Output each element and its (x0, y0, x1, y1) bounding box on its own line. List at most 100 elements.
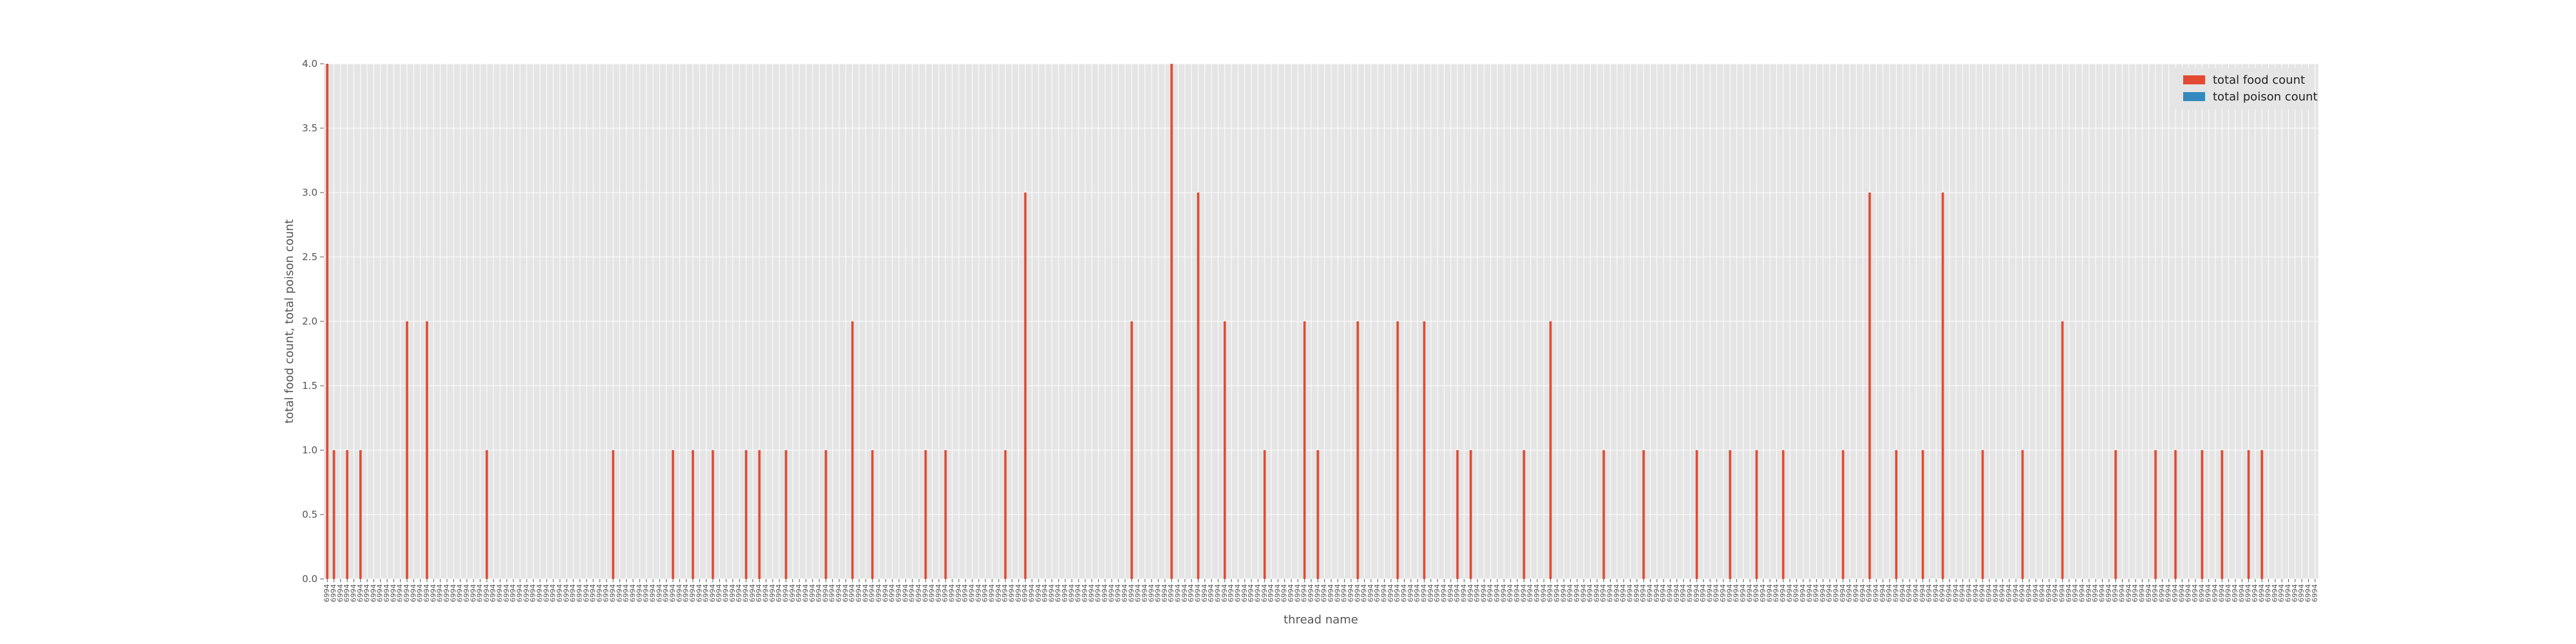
bar-food (871, 450, 874, 579)
x-tick-label: 6994 (735, 584, 743, 602)
x-tick-label: 6994 (848, 584, 857, 602)
x-tick-label: 6994 (389, 584, 397, 602)
bar-food (2061, 321, 2064, 579)
x-tick-label: 6994 (323, 584, 331, 602)
x-tick-label: 6994 (1559, 584, 1567, 602)
x-tick-label: 6994 (1027, 584, 1036, 602)
y-tick-label: 1.5 (302, 380, 317, 392)
bar-food (1921, 450, 1924, 579)
x-tick-label: 6994 (402, 584, 411, 602)
x-tick-label: 6994 (1991, 584, 2000, 602)
x-tick-label: 6994 (1672, 584, 1681, 602)
x-tick-label: 6994 (1001, 584, 1009, 602)
x-tick-label: 6994 (376, 584, 384, 602)
x-tick-label: 6994 (715, 584, 723, 602)
legend-label-food: total food count (2213, 73, 2305, 87)
x-tick-label: 6994 (2137, 584, 2146, 602)
x-tick-label: 6994 (429, 584, 437, 602)
y-axis-ticks: 0.0 0.5 1.0 1.5 2.0 2.5 3.0 3.5 4.0 (302, 58, 324, 585)
x-tick-label: 6994 (1081, 584, 1089, 602)
x-tick-label: 6994 (881, 584, 889, 602)
x-tick-label: 6994 (1373, 584, 1381, 602)
x-tick-label: 6994 (2291, 584, 2299, 602)
x-tick-label: 6994 (921, 584, 929, 602)
x-tick-label: 6994 (1805, 584, 1814, 602)
x-tick-label: 6994 (1646, 584, 1654, 602)
x-tick-label: 6994 (1446, 584, 1455, 602)
x-tick-label: 6994 (1566, 584, 1575, 602)
x-tick-label: 6994 (1513, 584, 1521, 602)
x-tick-label: 6994 (1160, 584, 1169, 602)
x-tick-label: 6994 (456, 584, 464, 602)
x-tick-label: 6994 (1360, 584, 1368, 602)
x-tick-label: 6994 (1280, 584, 1289, 602)
x-tick-label: 6994 (2131, 584, 2139, 602)
bar-food (924, 450, 927, 579)
x-tick-label: 6994 (1400, 584, 1408, 602)
x-tick-label: 6994 (1220, 584, 1229, 602)
x-tick-label: 6994 (1825, 584, 1833, 602)
x-tick-label: 6994 (436, 584, 444, 602)
x-tick-label: 6994 (2125, 584, 2133, 602)
x-tick-label: 6994 (1958, 584, 1967, 602)
x-tick-label: 6994 (728, 584, 737, 602)
x-tick-label: 6994 (1845, 584, 1853, 602)
legend: total food count total poison count (2175, 68, 2318, 109)
x-tick-label: 6994 (655, 584, 663, 602)
bar-food (2201, 450, 2204, 579)
x-tick-label: 6994 (1493, 584, 1501, 602)
bar-food (1396, 321, 1399, 579)
x-tick-label: 6994 (569, 584, 577, 602)
x-tick-label: 6994 (1639, 584, 1647, 602)
x-tick-label: 6994 (1998, 584, 2007, 602)
x-tick-label: 6994 (1699, 584, 1707, 602)
bar-food (406, 321, 408, 579)
x-tick-label: 6994 (1007, 584, 1016, 602)
y-tick-label: 3.0 (302, 187, 317, 198)
x-tick-label: 6994 (622, 584, 630, 602)
x-tick-label: 6994 (928, 584, 936, 602)
x-tick-label: 6994 (1240, 584, 1249, 602)
bar-food (2260, 450, 2264, 579)
x-tick-label: 6994 (1486, 584, 1495, 602)
x-tick-label: 6994 (1327, 584, 1335, 602)
bar-food (1469, 450, 1472, 579)
bar-food (758, 450, 761, 579)
x-tick-label: 6994 (1859, 584, 1867, 602)
x-tick-label: 6994 (1765, 584, 1774, 602)
x-tick-label: 6994 (555, 584, 564, 602)
bar-food (332, 450, 336, 579)
x-tick-label: 6994 (2197, 584, 2206, 602)
legend-swatch-poison (2183, 92, 2205, 101)
x-tick-label: 6994 (1978, 584, 1987, 602)
x-tick-label: 6994 (781, 584, 790, 602)
x-tick-label: 6994 (1167, 584, 1175, 602)
x-tick-label: 6994 (1792, 584, 1801, 602)
x-tick-label: 6994 (1187, 584, 1195, 602)
x-tick-label: 6994 (722, 584, 730, 602)
x-tick-label: 6994 (2297, 584, 2306, 602)
x-tick-label: 6994 (1705, 584, 1714, 602)
x-tick-label: 6994 (1307, 584, 1315, 602)
y-axis-label: total food count, total poison count (283, 219, 296, 423)
x-tick-label: 6994 (2224, 584, 2233, 602)
x-tick-label: 6994 (1911, 584, 1920, 602)
bar-food (2114, 450, 2117, 579)
x-tick-label: 6994 (582, 584, 591, 602)
x-tick-label: 6994 (1599, 584, 1607, 602)
bar-food (326, 64, 328, 579)
x-tick-label: 6994 (1473, 584, 1481, 602)
x-tick-label: 6994 (2237, 584, 2246, 602)
x-tick-label: 6994 (1107, 584, 1115, 602)
x-tick-label: 6994 (2078, 584, 2087, 602)
x-tick-label: 6994 (1665, 584, 1674, 602)
x-tick-label: 6994 (1466, 584, 1475, 602)
x-tick-label: 6994 (695, 584, 703, 602)
x-tick-label: 6994 (1799, 584, 1807, 602)
x-tick-label: 6994 (815, 584, 823, 602)
bar-food (1941, 193, 1944, 579)
bar-food (1303, 321, 1306, 579)
x-tick-label: 6994 (1453, 584, 1461, 602)
x-tick-label: 6994 (1094, 584, 1103, 602)
y-tick-label: 2.5 (302, 251, 317, 263)
